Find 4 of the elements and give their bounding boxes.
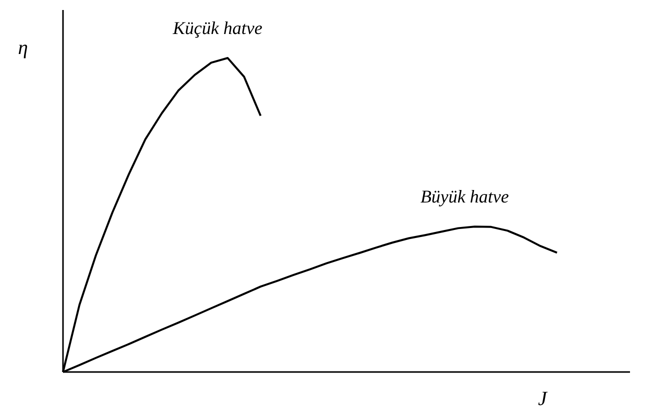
y-axis-title: η <box>18 37 28 59</box>
series-label: Büyük hatve <box>420 186 509 207</box>
x-axis-title: J <box>538 388 548 410</box>
series-label: Küçük hatve <box>172 18 262 38</box>
